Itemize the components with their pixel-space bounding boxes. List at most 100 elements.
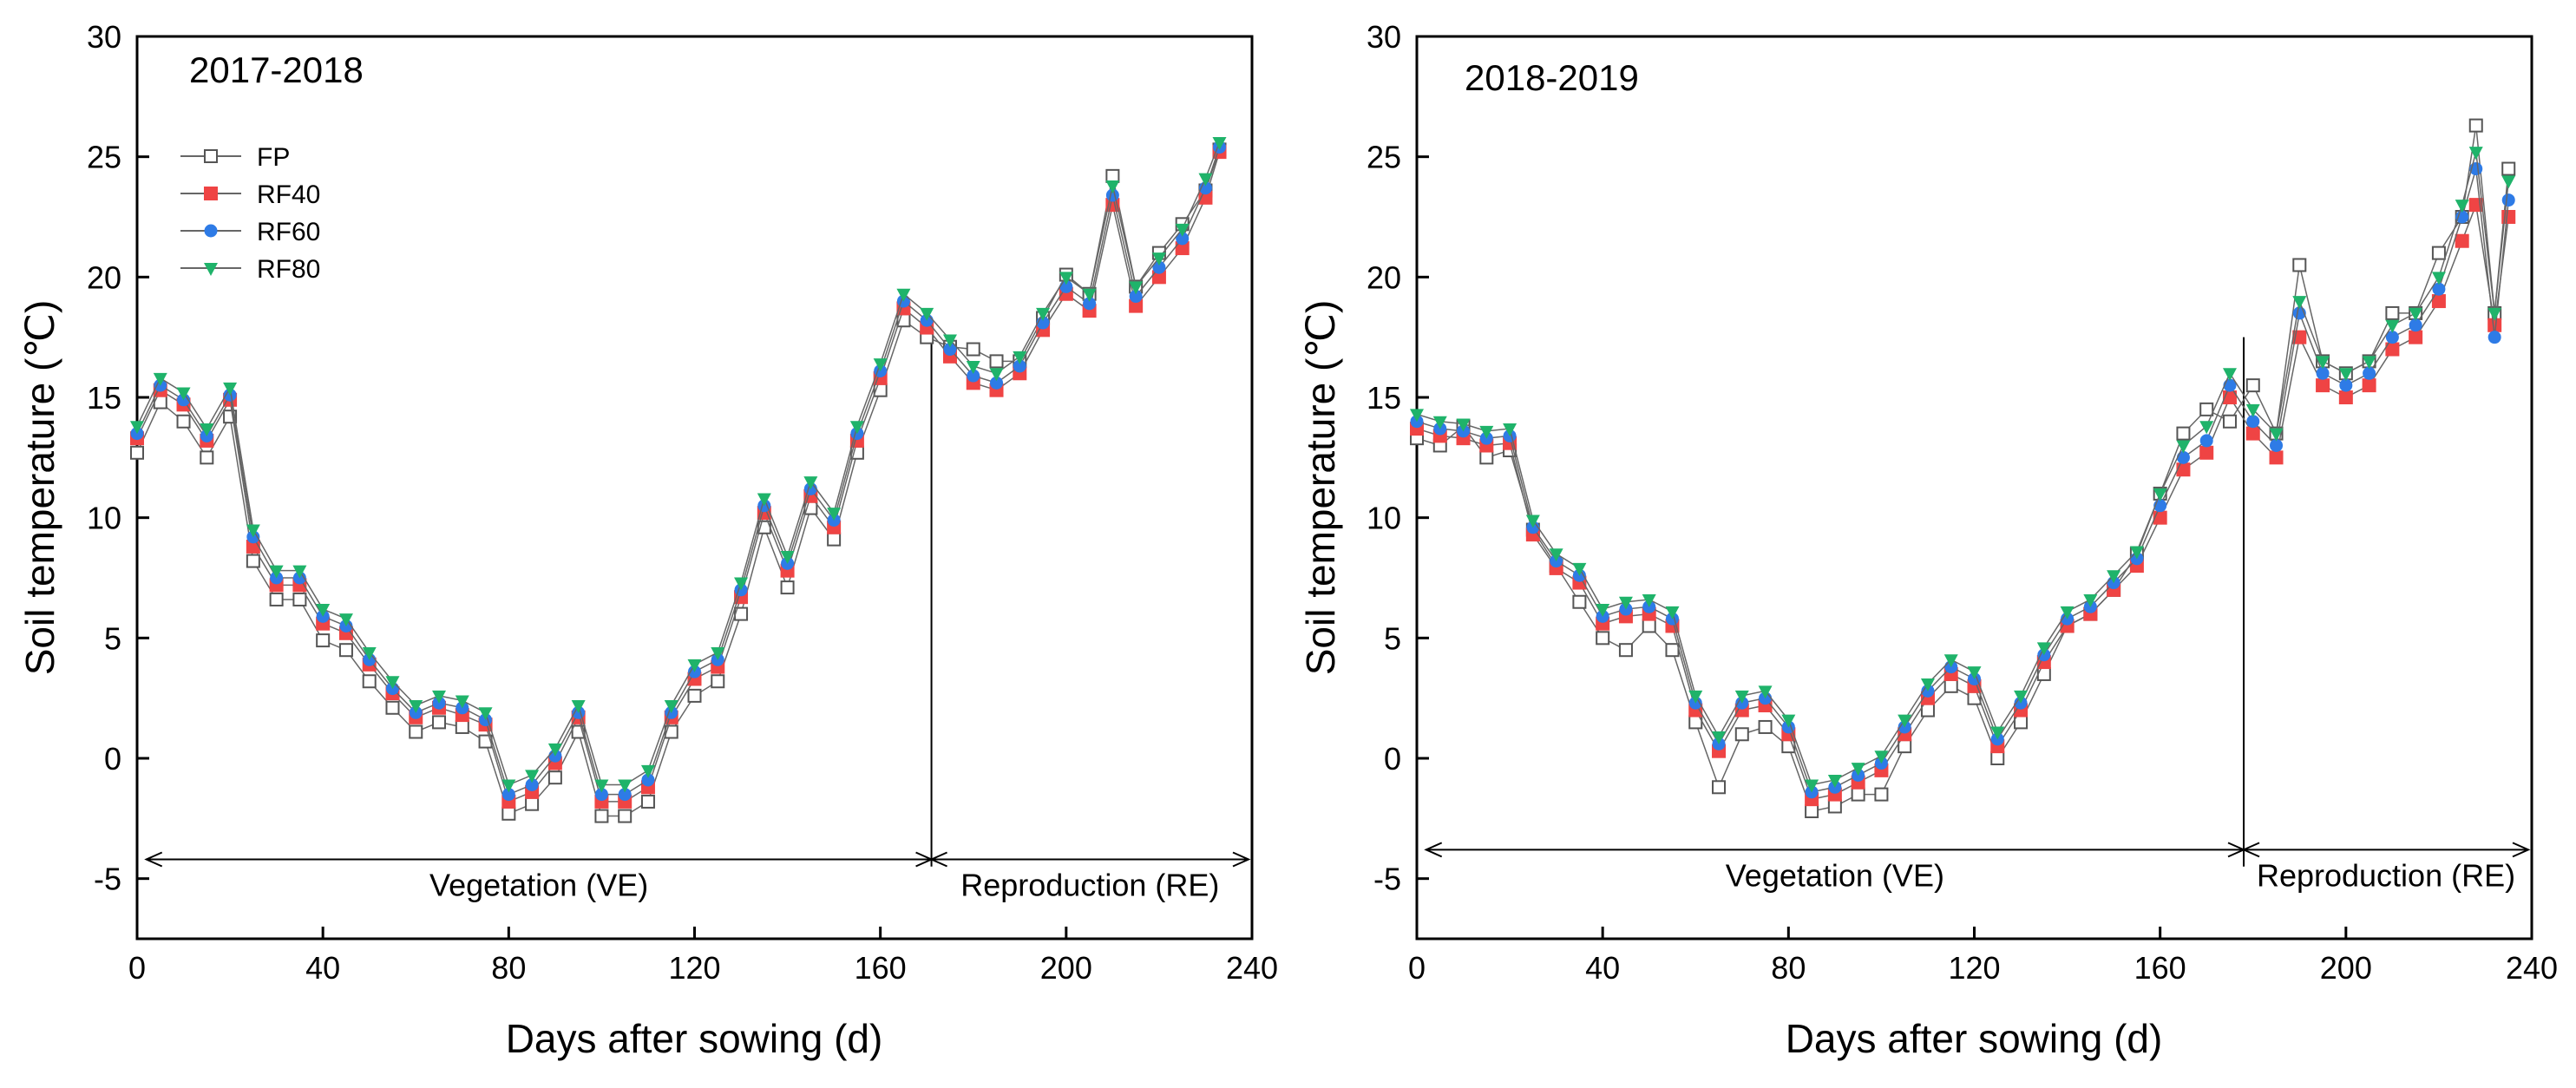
data-point-rf80 [664,699,678,713]
data-point-fp [200,450,214,465]
x-tick-labels: 0 40 80 120 160 200 240 [1408,950,2558,986]
y-tick-label: -5 [94,862,121,897]
data-point-fp [594,809,609,823]
ticks [135,35,1254,939]
data-point-rf80 [2409,307,2423,321]
stage-label: Reproduction (RE) [2257,857,2515,893]
data-point-rf80 [849,421,864,435]
series-line-rf80 [1416,151,2509,786]
data-point-rf80 [1212,137,1227,151]
data-point-rf80 [2153,488,2167,501]
data-point-fp [547,770,562,785]
data-point-rf40 [2153,510,2167,525]
data-point-rf80 [1549,548,1563,562]
data-point-rf80 [640,764,655,778]
data-point-rf80 [1967,666,1982,680]
data-point-rf80 [989,368,1004,382]
stage-label: Reproduction (RE) [960,867,1219,902]
data-point-rf80 [269,565,284,579]
data-point-rf80 [1525,515,1540,528]
arrow-head-right [2512,842,2531,858]
data-point-rf80 [1410,409,1424,423]
y-tick-label: 20 [1367,259,1401,295]
data-point-fp [687,688,702,703]
data-point-rf80 [2199,421,2214,435]
x-tick-label: 200 [1040,950,1092,986]
x-tick-label: 40 [1585,950,1620,986]
data-point-fp [1943,678,1958,693]
data-point-fp [1712,780,1727,795]
data-point-fp [2431,246,2446,260]
series-group [130,137,1227,823]
series-line-fp [136,149,1221,817]
x-tick-label: 160 [855,950,907,986]
data-point-fp [2292,258,2307,272]
data-point-rf60 [2199,434,2213,448]
y-tick-labels: -5 0 5 10 15 20 25 30 [87,19,121,897]
x-axis-title: Days after sowing (d) [1786,1016,2163,1061]
data-point-fp [292,592,307,606]
data-point-fp [362,674,377,689]
data-point-rf80 [2036,642,2051,656]
data-point-rf40 [2199,445,2214,460]
data-point-fp [989,354,1004,369]
y-tick-label: 10 [87,501,121,536]
data-point-rf80 [1151,252,1166,266]
stage-annotations: Vegetation (VE) Reproduction (RE) [1424,337,2531,893]
data-point-rf80 [1734,690,1749,704]
data-point-fp [1851,787,1865,802]
data-point-rf80 [455,695,469,709]
data-point-fp [1105,168,1120,183]
y-tick-label: 20 [87,259,121,295]
data-point-rf40 [2455,233,2469,248]
x-tick-label: 0 [128,950,146,986]
data-point-rf80 [2176,440,2191,454]
series-rf40 [1410,198,2516,807]
y-tick-label: 0 [104,741,121,777]
data-point-fp [827,532,842,547]
x-tick-label: 120 [668,950,720,986]
data-point-rf80 [2245,403,2260,417]
data-point-fp [2501,161,2516,176]
data-point-rf40 [2245,426,2260,441]
series-rf60 [1410,162,2515,799]
data-point-rf80 [803,476,818,490]
data-point-rf80 [1688,690,1703,704]
panel-2018-2019: -5 0 5 10 15 20 25 30 0 40 80 120 160 200 240 Vegetat… [1298,19,2558,1061]
data-point-rf80 [1827,774,1842,788]
data-point-rf80 [2501,175,2516,189]
x-tick-label: 0 [1408,950,1426,986]
x-tick-label: 240 [1226,950,1278,986]
data-point-rf80 [547,743,562,757]
data-point-fp [130,445,144,460]
data-point-rf60 [2501,193,2515,207]
data-point-rf80 [1013,351,1027,364]
y-tick-label: 15 [87,380,121,416]
data-point-fp [2199,402,2214,416]
data-point-rf60 [2488,331,2501,344]
data-point-fp [246,554,260,568]
data-point-rf80 [1665,606,1680,619]
data-point-rf80 [1596,604,1610,618]
data-point-fp [2245,378,2260,393]
data-point-rf80 [1898,714,1912,728]
arrow-head-right [1232,851,1251,868]
data-point-rf80 [1198,173,1213,187]
data-point-rf80 [2269,428,2284,442]
series-line-rf40 [136,151,1221,803]
data-point-rf80 [594,779,609,793]
data-point-rf80 [1082,288,1097,302]
data-point-rf80 [153,372,167,386]
data-point-rf80 [385,676,400,690]
series-fp [1410,118,2516,819]
data-point-fp [338,643,353,658]
series-line-rf60 [1416,168,2509,793]
data-point-fp [432,715,447,730]
data-point-rf80 [130,421,144,435]
data-point-fp [525,796,540,811]
data-point-rf80 [176,387,191,401]
series-group [1410,118,2516,819]
data-point-fp [176,414,191,429]
x-tick-labels: 0 40 80 120 160 200 240 [128,950,1278,986]
